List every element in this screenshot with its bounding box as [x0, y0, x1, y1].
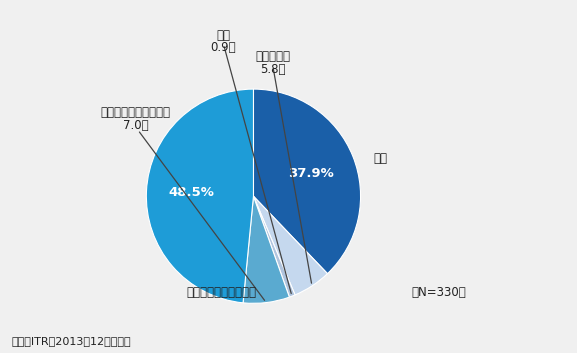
Wedge shape: [243, 196, 290, 303]
Wedge shape: [253, 196, 295, 297]
Text: わからない: わからない: [255, 50, 290, 64]
Text: 出典：ITR（2013年12月調査）: 出典：ITR（2013年12月調査）: [12, 336, 131, 346]
Text: どちらかといえば反対: どちらかといえば反対: [100, 106, 171, 119]
Text: 37.9%: 37.9%: [288, 167, 334, 180]
Text: 5.8％: 5.8％: [260, 63, 286, 76]
Text: 賛成: 賛成: [373, 152, 387, 165]
Wedge shape: [253, 196, 328, 295]
Text: 反対: 反対: [216, 29, 230, 42]
Wedge shape: [147, 89, 253, 303]
Text: 7.0％: 7.0％: [123, 119, 148, 132]
Text: （N=330）: （N=330）: [411, 287, 466, 299]
Text: 48.5%: 48.5%: [168, 186, 215, 199]
Text: どちらかといえば賛成: どちらかといえば賛成: [186, 286, 256, 299]
Wedge shape: [253, 89, 361, 274]
Text: 0.9％: 0.9％: [211, 41, 237, 54]
